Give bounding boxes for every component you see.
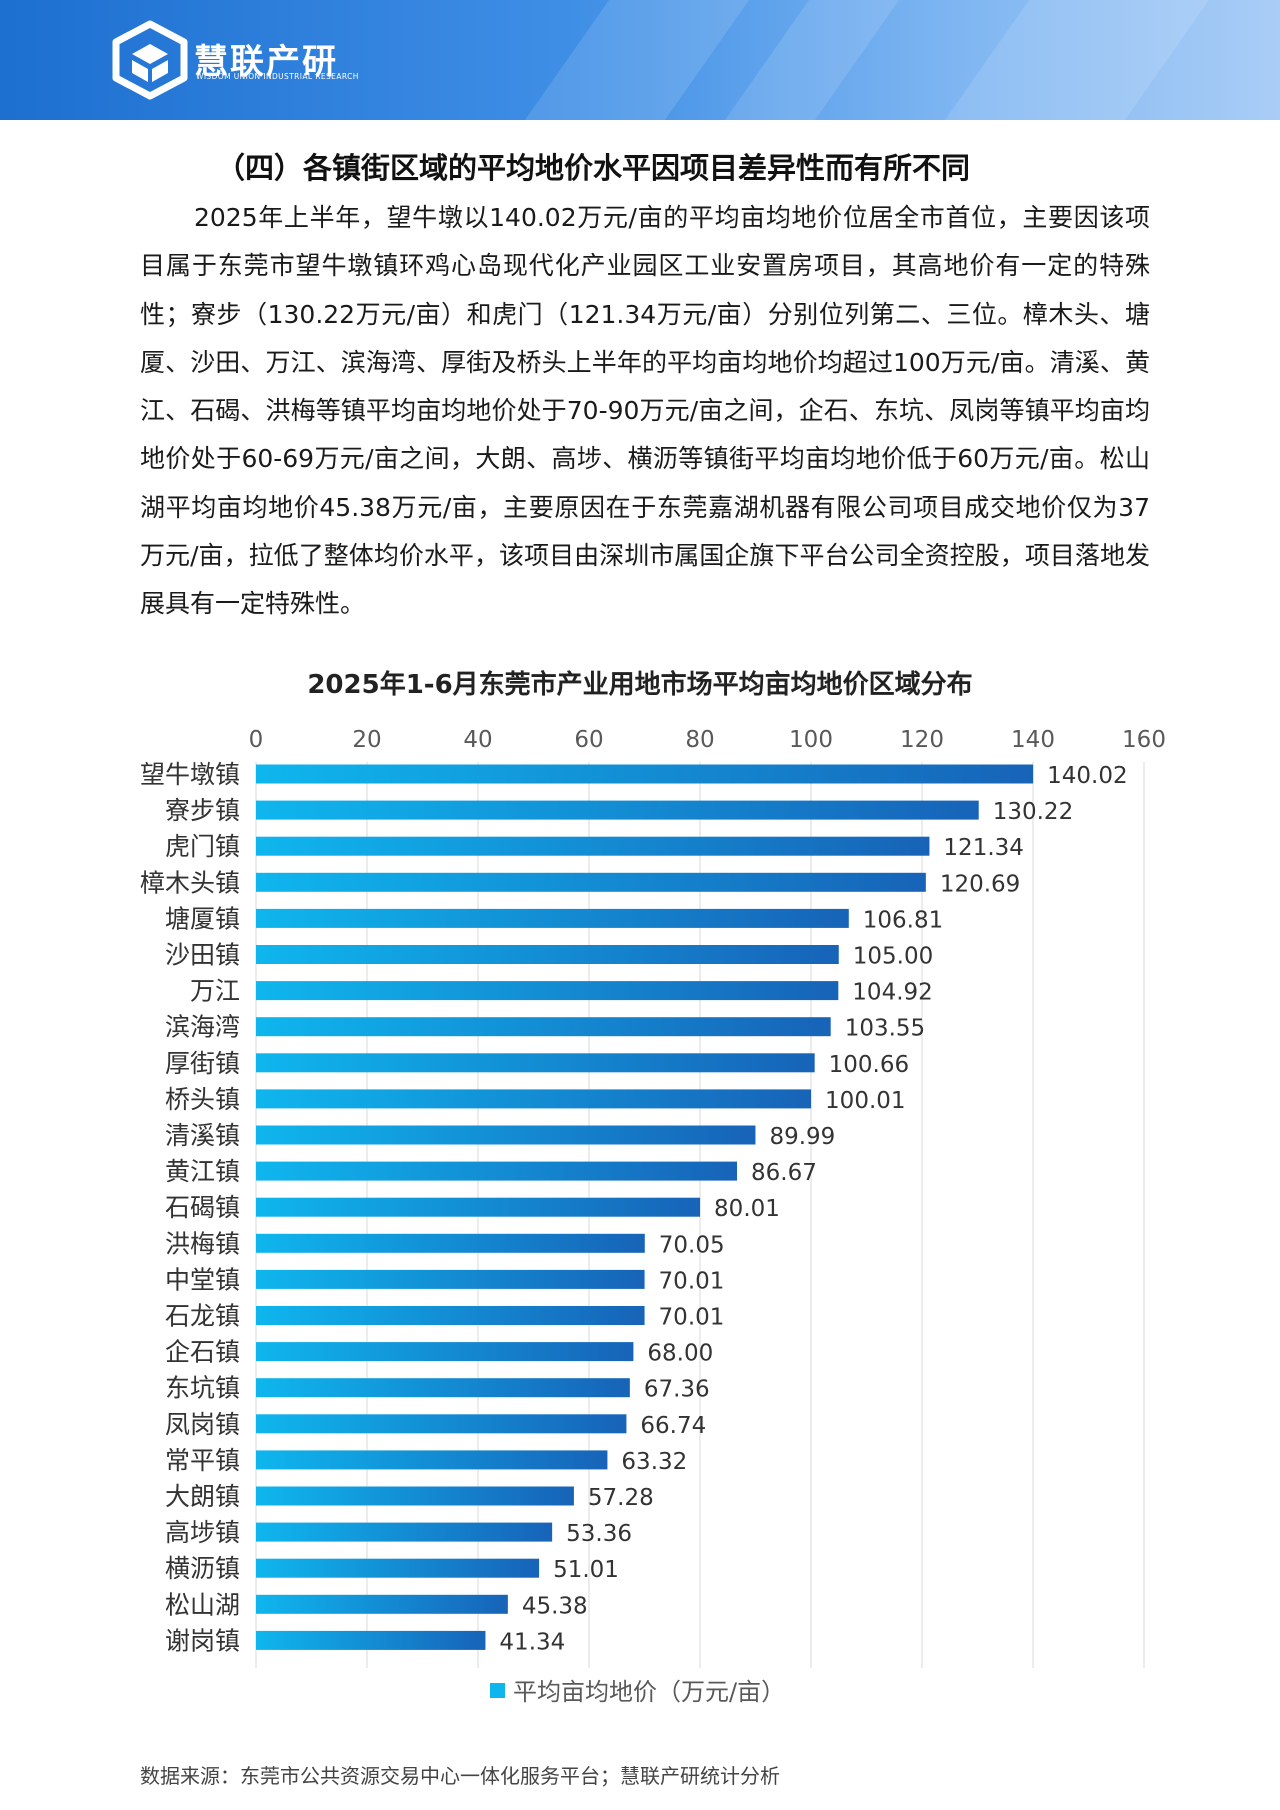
x-tick-label: 40 — [463, 727, 492, 753]
data-label: 86.67 — [751, 1160, 817, 1186]
data-label: 70.05 — [659, 1232, 725, 1258]
x-tick-label: 20 — [352, 727, 381, 753]
bar — [256, 1558, 540, 1578]
brand-logo-icon — [112, 20, 188, 100]
data-label: 103.55 — [845, 1016, 925, 1042]
bar — [256, 1378, 630, 1398]
bar — [256, 1522, 553, 1542]
brand-subtitle: WISDOM UNION INDUSTRIAL RESEARCH — [196, 72, 359, 81]
category-label: 洪梅镇 — [165, 1229, 240, 1258]
data-label: 63.32 — [621, 1449, 687, 1475]
category-label: 石碣镇 — [165, 1193, 240, 1222]
category-label: 谢岗镇 — [165, 1626, 240, 1655]
bar — [256, 1269, 645, 1289]
section-title: （四）各镇街区域的平均地价水平因项目差异性而有所不同 — [216, 151, 971, 185]
source-note: 数据来源：东莞市公共资源交易中心一体化服务平台；慧联产研统计分析 — [140, 1764, 780, 1788]
category-label: 高埗镇 — [165, 1518, 240, 1547]
bar — [256, 1342, 634, 1362]
brand-name: 慧联产研 — [194, 42, 338, 82]
data-label: 130.22 — [993, 799, 1073, 825]
bar — [256, 1414, 627, 1434]
data-label: 100.66 — [829, 1052, 909, 1078]
data-label: 51.01 — [553, 1557, 619, 1583]
bar — [256, 1594, 508, 1614]
bar — [256, 1089, 812, 1109]
data-label: 41.34 — [499, 1629, 565, 1655]
x-tick-label: 140 — [1011, 727, 1055, 753]
x-tick-label: 100 — [789, 727, 833, 753]
chart-title: 2025年1-6月东莞市产业用地市场平均亩均地价区域分布 — [307, 670, 973, 700]
category-label: 大朗镇 — [165, 1482, 240, 1511]
data-label: 70.01 — [659, 1268, 725, 1294]
category-label: 桥头镇 — [165, 1085, 240, 1114]
category-label: 万江 — [190, 977, 240, 1006]
bar — [256, 764, 1034, 784]
data-label: 105.00 — [853, 944, 933, 970]
bar — [256, 1233, 645, 1253]
data-label: 67.36 — [644, 1377, 710, 1403]
bar — [256, 908, 849, 928]
data-label: 45.38 — [522, 1593, 588, 1619]
data-label: 106.81 — [863, 907, 943, 933]
body-paragraph: 2025年上半年，望牛墩以140.02万元/亩的平均亩均地价位居全市首位，主要因… — [140, 203, 1150, 619]
legend-label: 平均亩均地价（万元/亩） — [513, 1678, 785, 1706]
data-label: 89.99 — [769, 1124, 835, 1150]
data-label: 57.28 — [588, 1485, 654, 1511]
category-label: 中堂镇 — [165, 1265, 240, 1294]
category-label: 企石镇 — [165, 1338, 240, 1367]
bar — [256, 945, 839, 964]
category-label: 东坑镇 — [165, 1374, 240, 1403]
x-tick-label: 0 — [249, 727, 264, 753]
bar — [256, 1197, 701, 1217]
bar — [256, 1450, 608, 1470]
category-label: 石龙镇 — [165, 1302, 240, 1331]
data-label: 121.34 — [943, 835, 1023, 861]
data-label: 80.01 — [714, 1196, 780, 1222]
data-label: 140.02 — [1047, 763, 1127, 789]
category-label: 厚街镇 — [165, 1049, 240, 1078]
bar — [256, 1125, 756, 1145]
category-label: 樟木头镇 — [140, 868, 240, 897]
bar — [256, 1306, 645, 1325]
data-label: 68.00 — [647, 1341, 713, 1367]
data-label: 53.36 — [566, 1521, 632, 1547]
category-label: 滨海湾 — [165, 1013, 240, 1042]
bar — [256, 1161, 738, 1181]
data-label: 120.69 — [940, 871, 1020, 897]
category-label: 望牛墩镇 — [140, 760, 240, 789]
bar — [256, 1053, 815, 1073]
category-label: 凤岗镇 — [165, 1410, 240, 1439]
category-label: 沙田镇 — [165, 941, 240, 970]
x-tick-label: 60 — [574, 727, 603, 753]
x-tick-label: 120 — [900, 727, 944, 753]
data-label: 104.92 — [852, 980, 932, 1006]
bar — [256, 800, 979, 820]
data-label: 70.01 — [659, 1305, 725, 1331]
category-label: 横沥镇 — [165, 1554, 240, 1583]
category-label: 常平镇 — [165, 1446, 240, 1475]
data-label: 66.74 — [640, 1413, 706, 1439]
x-tick-label: 80 — [685, 727, 714, 753]
header-banner: 慧联产研 WISDOM UNION INDUSTRIAL RESEARCH — [0, 0, 1280, 120]
bar — [256, 1486, 574, 1506]
bar — [256, 981, 839, 1001]
bar — [256, 1630, 486, 1650]
bar-chart: 0 20 40 60 80 100 120 140 160 望牛墩镇寮步镇虎门镇樟木头镇塘厦镇沙… — [140, 727, 1166, 1706]
category-label: 清溪镇 — [165, 1121, 240, 1150]
category-label: 黄江镇 — [165, 1157, 240, 1186]
x-tick-label: 160 — [1122, 727, 1166, 753]
bar — [256, 1017, 831, 1037]
category-label: 塘厦镇 — [165, 904, 240, 933]
data-label: 100.01 — [825, 1088, 905, 1114]
category-label: 松山湖 — [165, 1590, 240, 1619]
legend-swatch — [490, 1683, 505, 1698]
bar — [256, 872, 926, 892]
category-label: 寮步镇 — [165, 796, 240, 825]
category-label: 虎门镇 — [165, 832, 240, 861]
bar — [256, 836, 930, 856]
